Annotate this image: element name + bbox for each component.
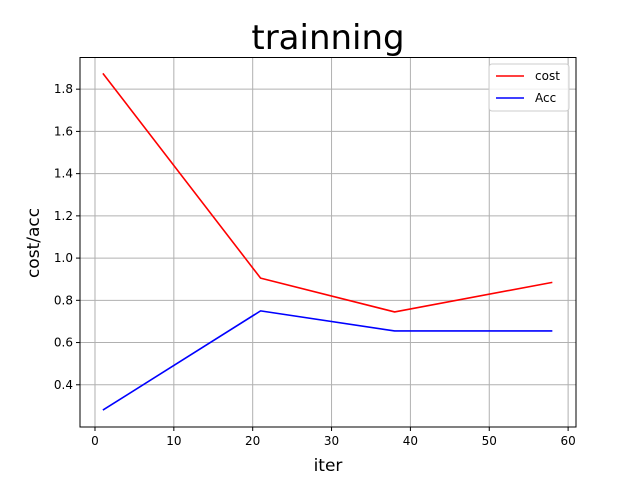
x-tick-label: 30 [324, 434, 339, 448]
x-tick-label: 20 [245, 434, 260, 448]
plot-series [102, 72, 553, 411]
plot-area-frame [79, 57, 577, 428]
x-tick-label: 40 [403, 434, 418, 448]
y-tick-label: 1.2 [54, 209, 73, 223]
y-tick-label: 1.4 [54, 167, 73, 181]
x-tick-label: 10 [166, 434, 181, 448]
x-tick-label: 0 [91, 434, 99, 448]
y-tick-label: 0.6 [54, 336, 73, 350]
legend: cost Acc [488, 63, 570, 112]
series-line-cost [102, 72, 553, 313]
y-tick-label: 1.6 [54, 124, 73, 138]
y-axis-label: cost/acc [24, 208, 44, 278]
grid [80, 57, 576, 427]
legend-label-cost: cost [535, 69, 560, 83]
series-line-acc [102, 310, 553, 411]
x-tick-label: 50 [482, 434, 497, 448]
axis-ticks: 0 10 20 30 40 50 60 0.4 0.6 0.8 1.0 1.2 1.4 1.6 1.8 [54, 82, 576, 448]
x-tick-label: 60 [560, 434, 575, 448]
chart-title: trainning [251, 18, 404, 58]
y-tick-label: 1.0 [54, 251, 73, 265]
x-axis-label: iter [314, 456, 343, 476]
y-tick-label: 1.8 [54, 82, 73, 96]
y-tick-label: 0.8 [54, 293, 73, 307]
y-tick-label: 0.4 [54, 378, 73, 392]
legend-label-acc: Acc [535, 91, 556, 105]
